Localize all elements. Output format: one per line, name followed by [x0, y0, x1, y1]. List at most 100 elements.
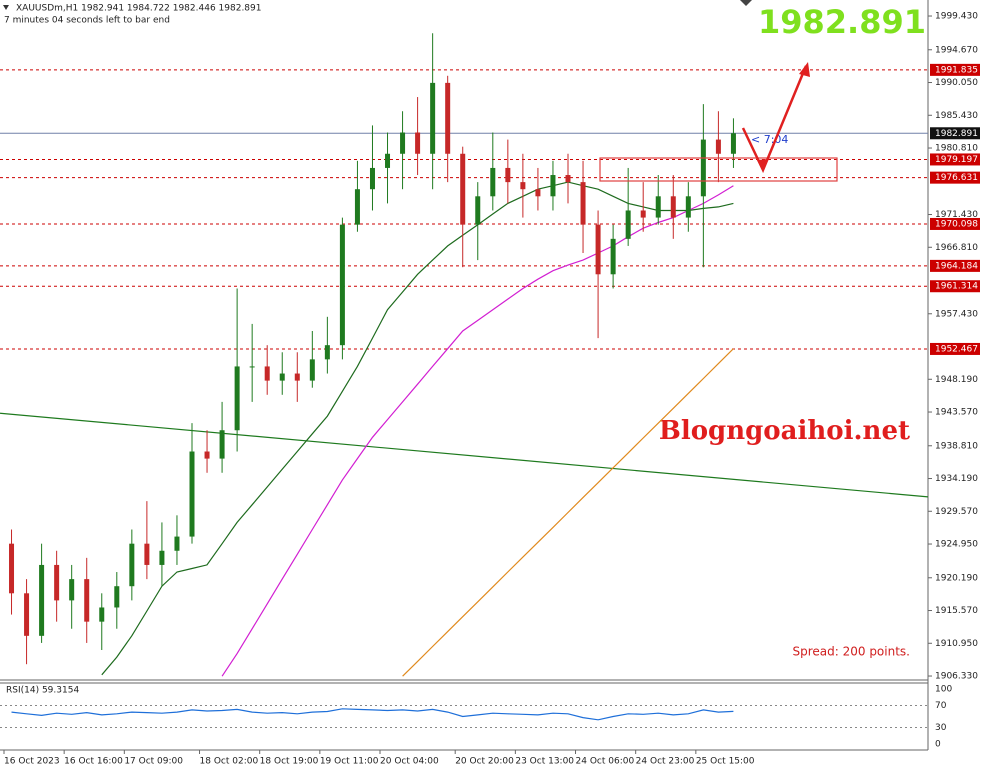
level-label-box: [930, 153, 980, 166]
y-tick-label: 1938.810: [935, 441, 978, 451]
level-label: 1979.197: [935, 155, 978, 165]
candle-body: [595, 224, 601, 275]
rsi-tick-label: 0: [935, 740, 941, 750]
x-tick-label: 18 Oct 19:00: [260, 757, 319, 767]
level-label-box: [930, 63, 980, 76]
y-tick-label: 1910.950: [935, 639, 978, 649]
x-tick-label: 18 Oct 02:00: [200, 757, 259, 767]
x-tick-label: 16 Oct 16:00: [64, 757, 123, 767]
candle-body: [460, 153, 466, 225]
candle-body: [219, 430, 225, 459]
y-tick-label: 1966.810: [935, 243, 978, 253]
y-tick-label: 1943.570: [935, 408, 978, 418]
level-label: 1964.184: [935, 261, 978, 271]
x-tick-label: 20 Oct 20:00: [455, 757, 514, 767]
big-price: 1982.891: [758, 3, 926, 41]
candle-body: [535, 189, 541, 197]
candle-body: [520, 182, 526, 190]
candle-body: [144, 543, 150, 565]
candle-body: [309, 359, 315, 381]
rsi-tick-label: 70: [935, 701, 947, 711]
x-tick-label: 16 Oct 2023: [4, 757, 60, 767]
menu-icon: [740, 0, 752, 6]
y-tick-label: 1985.430: [935, 111, 978, 121]
y-tick-label: 1994.670: [935, 45, 978, 55]
candle-body: [550, 175, 556, 197]
current-price-box: [930, 127, 980, 140]
x-tick-label: 20 Oct 04:00: [380, 757, 439, 767]
candle-body: [685, 196, 691, 218]
x-tick-label: 24 Oct 23:00: [636, 757, 695, 767]
candle-body: [640, 210, 646, 218]
candle-body: [279, 373, 285, 381]
candle-body: [294, 373, 300, 381]
spread: Spread: 200 points.: [792, 645, 910, 659]
zone-box: [599, 157, 838, 182]
candle-body: [625, 210, 631, 239]
candle-body: [700, 139, 706, 197]
trendline: [0, 412, 929, 498]
candle-body: [114, 586, 120, 608]
countdown: < 7:04: [751, 133, 788, 146]
candle-body: [264, 366, 270, 381]
y-tick-label: 1990.050: [935, 78, 978, 88]
level-label: 1970.098: [935, 219, 978, 229]
timer: 7 minutes 04 seconds left to bar end: [4, 16, 170, 26]
candle-body: [234, 366, 240, 431]
candle-body: [430, 82, 436, 154]
level-label: 1961.314: [935, 282, 978, 292]
rsi-tick-label: 100: [935, 685, 952, 695]
rsi-title: RSI(14) 59.3154: [6, 686, 79, 696]
level-label-box: [930, 342, 980, 355]
candle-body: [415, 132, 421, 154]
candle-body: [445, 82, 451, 154]
ma-line: [402, 348, 734, 677]
level-label: 1952.467: [935, 344, 978, 354]
candle-body: [655, 196, 661, 218]
plot: [0, 33, 929, 677]
candle-body: [490, 167, 496, 197]
candle-body: [174, 536, 180, 551]
y-tick-label: 1924.950: [935, 540, 978, 550]
candle-body: [189, 451, 195, 537]
candle-body: [249, 366, 255, 368]
y-tick-label: 1980.810: [935, 144, 978, 154]
y-tick-label: 1948.190: [935, 375, 978, 385]
y-tick-label: 1999.430: [935, 12, 978, 22]
candle-body: [715, 139, 721, 154]
candle-body: [54, 564, 60, 601]
header: XAUUSDm,H1 1982.941 1984.722 1982.446 19…: [16, 4, 261, 14]
x-tick-label: 19 Oct 11:00: [320, 757, 379, 767]
candle-body: [670, 196, 676, 218]
candle-body: [400, 132, 406, 154]
y-tick-label: 1915.570: [935, 606, 978, 616]
candle-body: [69, 579, 75, 601]
candle-body: [354, 189, 360, 225]
level-label-box: [930, 217, 980, 230]
candle-body: [369, 167, 375, 190]
candle-body: [610, 238, 616, 275]
x-tick-label: 24 Oct 06:00: [576, 757, 635, 767]
level-label: 1991.835: [935, 65, 978, 75]
y-tick-label: 1929.570: [935, 507, 978, 517]
candle-body: [39, 564, 45, 636]
arrow-head: [757, 62, 810, 172]
y-tick-label: 1957.430: [935, 309, 978, 319]
ma-line: [221, 185, 734, 677]
rsi-line: [11, 708, 734, 721]
rsi-tick-label: 30: [935, 723, 947, 733]
candle-body: [580, 182, 586, 225]
y-tick-label: 1920.190: [935, 573, 978, 583]
y-tick-label: 1971.430: [935, 210, 978, 220]
candle-body: [99, 607, 105, 622]
candle-body: [84, 579, 90, 622]
candle-body: [339, 224, 345, 346]
x-tick-label: 17 Oct 09:00: [124, 757, 183, 767]
y-tick-label: 1934.190: [935, 474, 978, 484]
candle-body: [505, 167, 511, 183]
level-label-box: [930, 280, 980, 293]
level-label-box: [930, 259, 980, 272]
watermark: Blogngoaihoi.net: [659, 416, 910, 446]
candle-body: [385, 153, 391, 168]
